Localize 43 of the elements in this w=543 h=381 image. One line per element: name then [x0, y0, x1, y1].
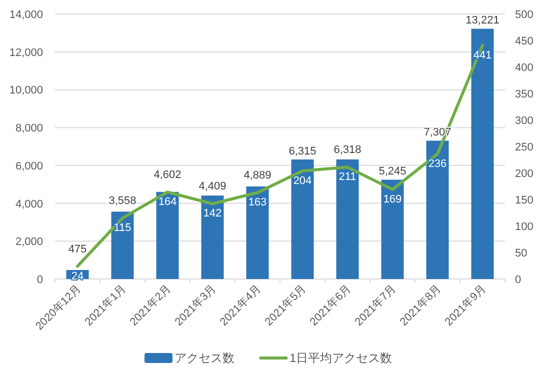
data-label: 6,315	[288, 145, 316, 158]
data-label: 142	[203, 208, 222, 220]
y-tick-label: 2,000	[15, 236, 43, 248]
y2-tick-label: 100	[515, 221, 534, 233]
data-label: 169	[383, 193, 402, 206]
data-label: 3,558	[108, 195, 136, 208]
data-label: 4,409	[198, 180, 226, 193]
data-label: 441	[473, 49, 492, 62]
y-tick-label: 4,000	[15, 198, 43, 210]
data-label: 204	[293, 174, 312, 187]
data-label: 115	[114, 222, 132, 234]
data-label: 13,221	[466, 14, 500, 27]
y-tick-label: 12,000	[9, 46, 43, 59]
y2-tick-label: 300	[515, 115, 534, 127]
legend-label: 1日平均アクセス数	[290, 351, 392, 365]
y2-tick-label: 450	[515, 36, 534, 48]
data-label: 6,318	[334, 144, 362, 156]
data-label: 211	[338, 171, 356, 184]
y2-tick-label: 350	[515, 88, 534, 100]
legend-label: アクセス数	[174, 351, 234, 365]
y-tick-label: 10,000	[9, 84, 43, 97]
data-label: 4,602	[154, 169, 182, 182]
y2-tick-label: 500	[515, 9, 534, 21]
bar	[426, 140, 449, 279]
y2-tick-label: 150	[515, 194, 534, 206]
y2-tick-label: 0	[515, 274, 522, 286]
y-tick-label: 0	[36, 274, 43, 286]
data-label: 164	[158, 196, 177, 208]
y2-tick-label: 400	[515, 62, 534, 74]
y2-tick-label: 200	[515, 168, 534, 180]
y-tick-label: 8,000	[15, 122, 43, 135]
y2-tick-label: 50	[515, 248, 528, 260]
bar	[291, 159, 314, 279]
y2-tick-label: 250	[515, 142, 534, 154]
y-tick-label: 6,000	[15, 160, 43, 172]
data-label: 163	[248, 196, 267, 209]
data-label: 4,889	[244, 170, 272, 182]
bar	[336, 159, 359, 279]
bar	[471, 28, 494, 279]
y-tick-label: 14,000	[9, 9, 43, 21]
data-label: 475	[68, 243, 87, 256]
data-label: 5,245	[378, 166, 406, 178]
data-label: 236	[428, 158, 447, 170]
